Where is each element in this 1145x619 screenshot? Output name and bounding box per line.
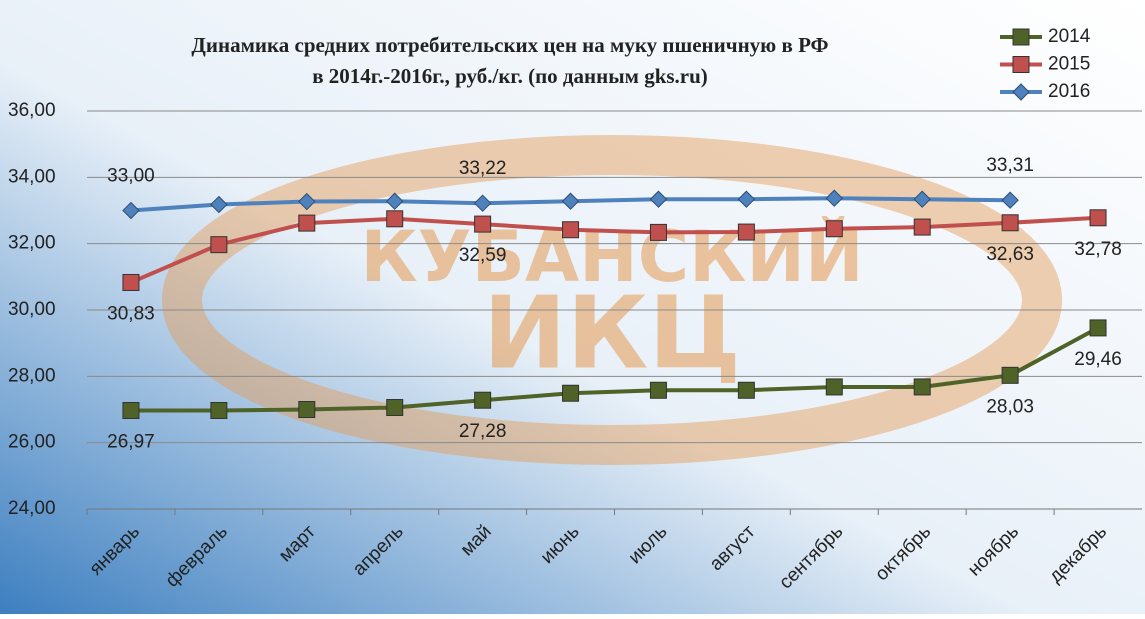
- data-label: 33,22: [459, 158, 507, 179]
- data-point: [210, 195, 228, 214]
- legend-label: 2016: [1048, 81, 1090, 102]
- data-label: 26,97: [107, 432, 155, 453]
- chart-title: в 2014г.-2016г., руб./кг. (по данным gks…: [312, 64, 708, 88]
- data-point: [386, 399, 404, 417]
- data-point: [649, 223, 667, 241]
- legend-marker: [1012, 83, 1030, 101]
- data-label: 33,31: [986, 155, 1034, 176]
- data-point: [474, 215, 492, 233]
- data-point: [825, 220, 843, 238]
- data-point: [737, 190, 756, 208]
- y-tick-label: 24,00: [8, 498, 56, 519]
- y-tick-label: 26,00: [8, 432, 56, 453]
- legend-marker: [1012, 56, 1030, 73]
- data-point: [825, 189, 843, 207]
- data-point: [474, 391, 492, 409]
- data-point: [913, 218, 931, 236]
- data-label: 30,83: [107, 303, 155, 324]
- legend-label: 2014: [1048, 26, 1091, 47]
- data-label: 32,59: [459, 245, 507, 266]
- watermark: ИКЦ: [483, 274, 741, 391]
- data-point: [298, 192, 316, 211]
- data-point: [913, 378, 931, 396]
- data-point: [561, 192, 580, 210]
- data-point: [737, 223, 755, 241]
- y-tick-label: 30,00: [8, 299, 56, 320]
- data-point: [1001, 366, 1019, 384]
- data-point: [298, 401, 316, 418]
- data-point: [649, 190, 668, 208]
- data-point: [386, 192, 404, 210]
- data-label: 27,28: [459, 421, 507, 442]
- data-point: [562, 384, 580, 402]
- data-point: [122, 401, 140, 419]
- data-point: [737, 381, 755, 399]
- y-tick-label: 28,00: [8, 365, 56, 386]
- data-point: [562, 221, 580, 239]
- data-point: [122, 201, 140, 220]
- y-tick-label: 34,00: [8, 166, 56, 187]
- legend-label: 2015: [1048, 54, 1090, 75]
- data-point: [649, 381, 667, 399]
- data-point: [473, 194, 492, 212]
- data-point: [1089, 209, 1107, 227]
- series-line: [130, 326, 1099, 413]
- data-point: [210, 401, 228, 419]
- data-point: [122, 273, 140, 291]
- data-label: 33,00: [107, 166, 155, 187]
- data-point: [1001, 214, 1019, 232]
- data-label: 29,46: [1074, 349, 1122, 370]
- chart-title: Динамика средних потребительских цен на …: [191, 33, 828, 57]
- watermark-ring: [162, 135, 1062, 465]
- data-point: [210, 236, 228, 254]
- data-point: [825, 378, 843, 396]
- series-line: [130, 215, 1099, 285]
- data-label: 32,63: [986, 244, 1034, 265]
- data-point: [1089, 319, 1107, 337]
- y-tick-label: 32,00: [8, 233, 56, 254]
- y-tick-label: 36,00: [8, 100, 56, 121]
- data-point: [386, 210, 404, 228]
- data-point: [913, 190, 931, 208]
- data-point: [1001, 191, 1019, 209]
- legend-marker: [1012, 28, 1030, 46]
- data-point: [298, 214, 316, 232]
- data-label: 32,78: [1074, 239, 1122, 260]
- data-label: 28,03: [986, 396, 1034, 417]
